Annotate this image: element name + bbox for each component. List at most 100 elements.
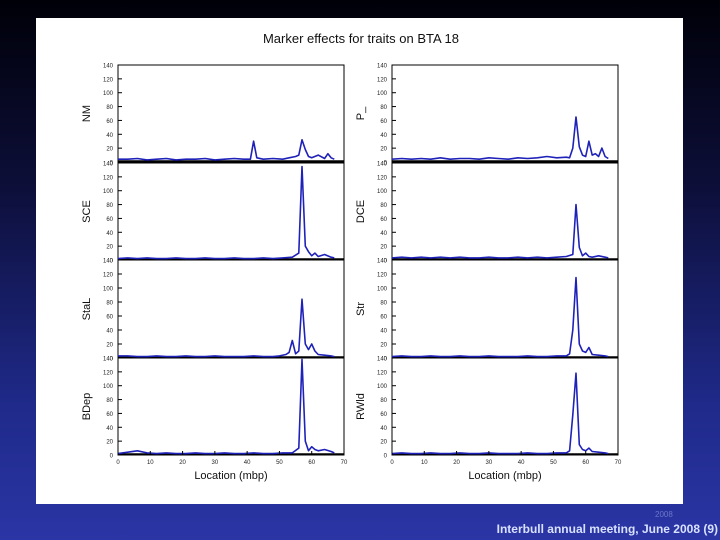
y-tick-label: 80 — [106, 203, 113, 209]
y-tick-label: 100 — [377, 189, 388, 195]
y-tick-label: 60 — [106, 119, 113, 125]
x-tick-label: 0 — [390, 460, 394, 466]
y-axis-label: DCE — [355, 200, 367, 223]
chart-panel: Marker effects for traits on BTA 18 0 20 4… — [36, 18, 683, 504]
y-tick-label: 0 — [110, 161, 114, 167]
series-line — [118, 139, 335, 161]
y-tick-label: 100 — [103, 91, 114, 97]
y-tick-label: 120 — [103, 175, 114, 181]
y-tick-label: 120 — [103, 273, 114, 279]
y-axis-label: P_ — [355, 106, 367, 120]
x-tick-label: 0 — [116, 460, 120, 466]
y-tick-label: 120 — [377, 77, 388, 83]
y-tick-label: 80 — [106, 105, 113, 111]
y-tick-label: 100 — [103, 287, 114, 293]
y-tick-label: 0 — [384, 161, 388, 167]
y-tick-label: 140 — [377, 259, 388, 265]
y-tick-label: 20 — [106, 343, 113, 349]
series-line — [391, 116, 609, 160]
y-tick-label: 40 — [106, 426, 113, 432]
y-tick-label: 40 — [380, 231, 387, 237]
x-tick-label: 50 — [550, 460, 557, 466]
y-tick-label: 40 — [380, 426, 387, 432]
footer-caption: Interbull annual meeting, June 2008 (9) — [496, 522, 718, 536]
y-axis-label: RWld — [355, 393, 367, 420]
y-tick-label: 120 — [103, 370, 114, 376]
y-tick-label: 140 — [377, 162, 388, 168]
y-tick-label: 100 — [103, 384, 114, 390]
y-tick-label: 100 — [377, 384, 388, 390]
y-tick-label: 20 — [380, 343, 387, 349]
panel-frame — [117, 64, 345, 163]
x-tick-label: 10 — [147, 460, 154, 466]
y-tick-label: 60 — [380, 412, 387, 418]
y-tick-label: 80 — [106, 301, 113, 307]
series-line — [117, 358, 335, 455]
y-tick-label: 60 — [380, 119, 387, 125]
y-tick-label: 120 — [377, 370, 388, 376]
panel-frame — [391, 259, 619, 359]
series-line — [391, 203, 609, 259]
y-tick-label: 0 — [110, 259, 114, 265]
y-tick-label: 20 — [380, 245, 387, 251]
y-axis-label: Str — [355, 302, 367, 316]
x-tick-label: 60 — [582, 460, 589, 466]
series-line — [391, 372, 609, 455]
y-tick-label: 40 — [106, 133, 113, 139]
x-tick-label: 10 — [421, 460, 428, 466]
x-tick-label: 20 — [453, 460, 460, 466]
y-tick-label: 80 — [380, 398, 387, 404]
x-tick-label: 50 — [276, 460, 283, 466]
y-tick-label: 60 — [106, 217, 113, 223]
y-axis-label: BDep — [81, 393, 93, 421]
y-tick-label: 60 — [380, 315, 387, 321]
y-tick-label: 20 — [380, 147, 387, 153]
y-tick-label: 80 — [380, 105, 387, 111]
x-tick-label: 30 — [212, 460, 219, 466]
y-tick-label: 140 — [103, 162, 114, 168]
y-tick-label: 120 — [103, 77, 114, 83]
series-line — [391, 276, 609, 358]
y-tick-label: 140 — [103, 259, 114, 265]
panel-frame — [117, 162, 345, 261]
y-tick-label: 140 — [377, 64, 388, 70]
x-tick-label: 70 — [615, 460, 622, 466]
y-tick-label: 20 — [106, 440, 113, 446]
x-tick-label: 40 — [518, 460, 525, 466]
y-tick-label: 0 — [110, 454, 114, 460]
y-tick-label: 40 — [106, 231, 113, 237]
panel-frame — [117, 357, 345, 456]
y-tick-label: 40 — [380, 133, 387, 139]
y-tick-label: 60 — [380, 217, 387, 223]
y-tick-label: 0 — [110, 357, 114, 363]
series-line — [117, 165, 335, 260]
y-tick-label: 0 — [384, 454, 388, 460]
y-tick-label: 100 — [377, 91, 388, 97]
panel-frame — [117, 259, 345, 359]
panel-frame — [391, 64, 619, 163]
panel-frame — [391, 162, 619, 261]
y-tick-label: 40 — [106, 329, 113, 335]
y-tick-label: 100 — [377, 287, 388, 293]
marker-effects-chart: Marker effects for traits on BTA 18 0 20 4… — [81, 31, 622, 482]
x-tick-label: 70 — [341, 460, 348, 466]
x-axis-label: Location (mbp) — [468, 470, 541, 482]
y-axis-label: StaL — [81, 298, 93, 321]
y-tick-label: 60 — [106, 412, 113, 418]
y-axis-label: SCE — [81, 200, 93, 223]
y-tick-label: 0 — [384, 357, 388, 363]
chart-title: Marker effects for traits on BTA 18 — [263, 31, 459, 46]
y-tick-label: 20 — [106, 245, 113, 251]
y-tick-label: 80 — [380, 301, 387, 307]
y-tick-label: 40 — [380, 329, 387, 335]
y-tick-label: 60 — [106, 315, 113, 321]
x-tick-label: 60 — [308, 460, 315, 466]
y-tick-label: 140 — [103, 64, 114, 70]
x-tick-label: 40 — [244, 460, 251, 466]
y-tick-label: 140 — [103, 357, 114, 363]
y-tick-label: 80 — [380, 203, 387, 209]
panel-frame — [391, 357, 619, 456]
y-tick-label: 20 — [106, 147, 113, 153]
series-line — [118, 298, 335, 358]
y-tick-label: 140 — [377, 357, 388, 363]
